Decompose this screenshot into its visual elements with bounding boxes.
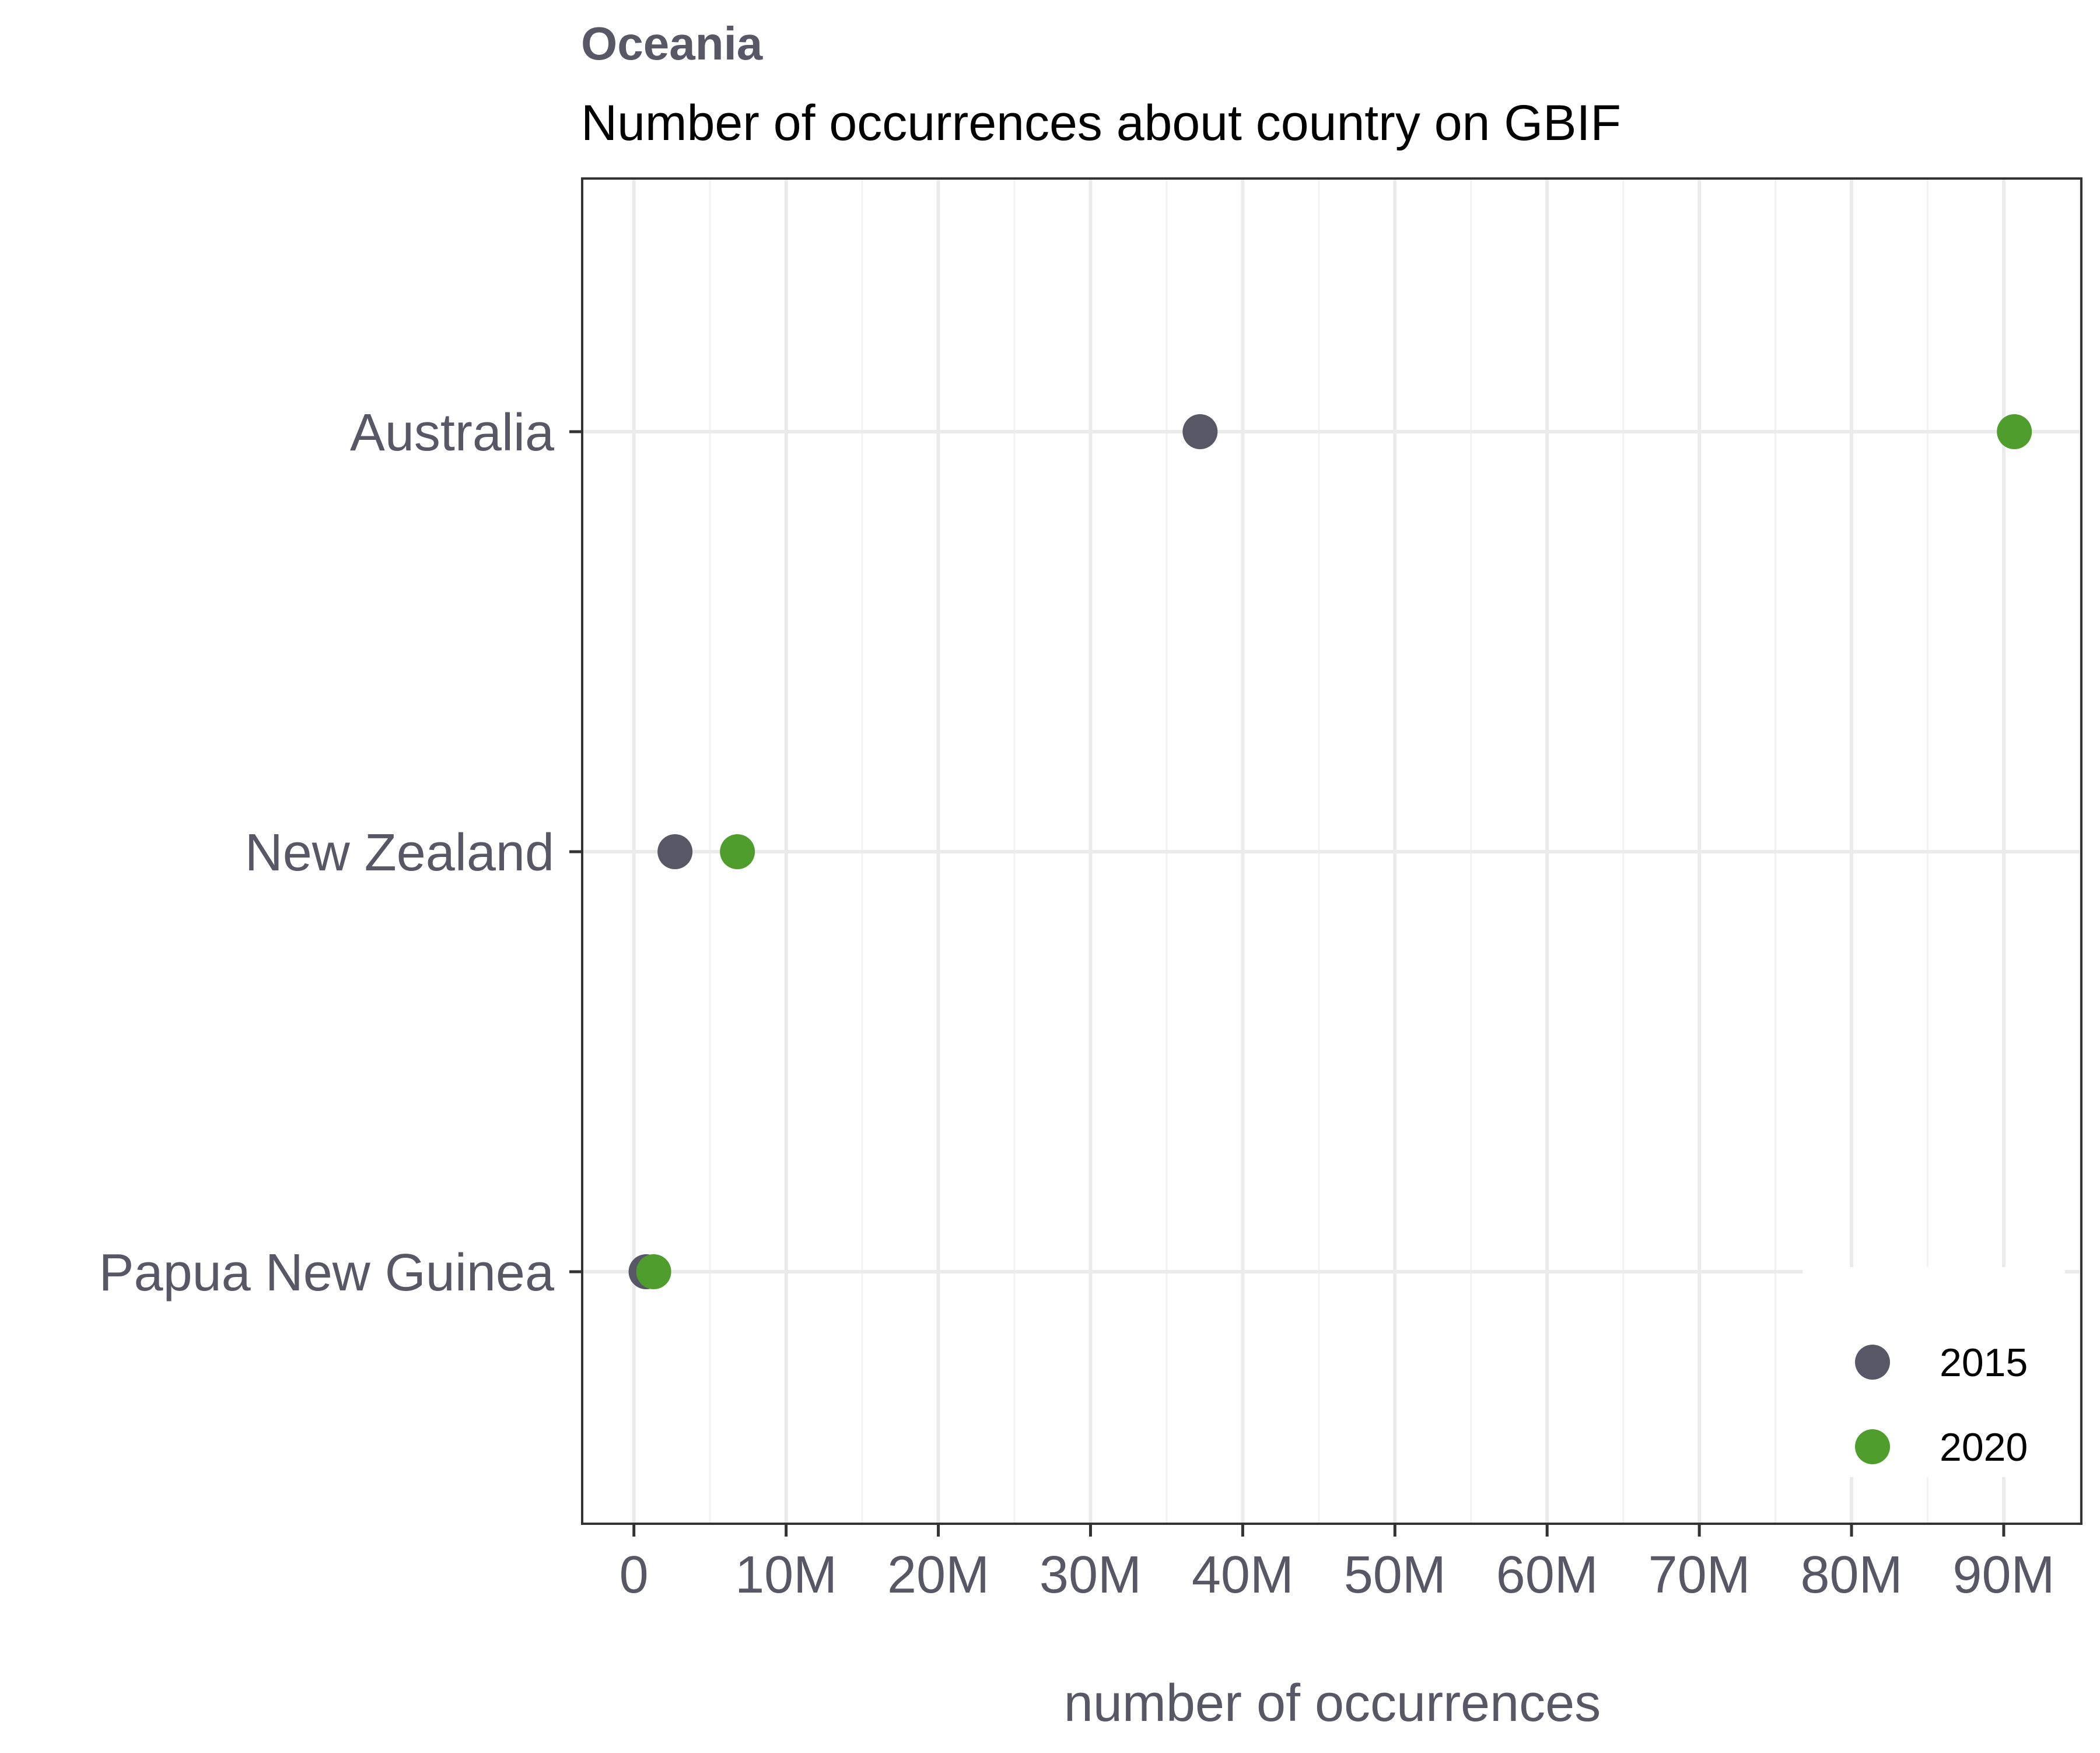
chart-title: Oceania bbox=[581, 18, 763, 69]
legend-box bbox=[1803, 1267, 2065, 1477]
x-tick-label: 90M bbox=[1952, 1546, 2054, 1604]
legend-marker-2015 bbox=[1855, 1345, 1890, 1380]
data-point-2020 bbox=[1997, 414, 2032, 449]
data-point-2015 bbox=[657, 834, 693, 869]
x-tick-label: 10M bbox=[735, 1546, 837, 1604]
legend-marker-2020 bbox=[1855, 1429, 1890, 1464]
x-tick-label: 30M bbox=[1040, 1546, 1142, 1604]
x-tick-label: 70M bbox=[1648, 1546, 1751, 1604]
x-tick-label: 80M bbox=[1800, 1546, 1902, 1604]
x-tick-label: 40M bbox=[1192, 1546, 1294, 1604]
y-tick-label: Australia bbox=[350, 404, 555, 462]
x-tick-label: 20M bbox=[887, 1546, 989, 1604]
legend-label-2020: 2020 bbox=[1940, 1425, 2028, 1469]
data-point-2020 bbox=[720, 834, 755, 869]
data-point-2015 bbox=[1182, 414, 1218, 449]
x-tick-label: 60M bbox=[1496, 1546, 1598, 1604]
chart-subtitle: Number of occurrences about country on G… bbox=[581, 95, 1621, 151]
x-tick-label: 50M bbox=[1344, 1546, 1446, 1604]
data-point-2020 bbox=[636, 1254, 671, 1289]
legend-label-2015: 2015 bbox=[1940, 1341, 2028, 1385]
y-tick-label: New Zealand bbox=[245, 824, 554, 882]
x-axis-label: number of occurrences bbox=[1064, 1674, 1601, 1733]
x-tick-label: 0 bbox=[620, 1546, 649, 1604]
y-tick-label: Papua New Guinea bbox=[99, 1244, 554, 1302]
